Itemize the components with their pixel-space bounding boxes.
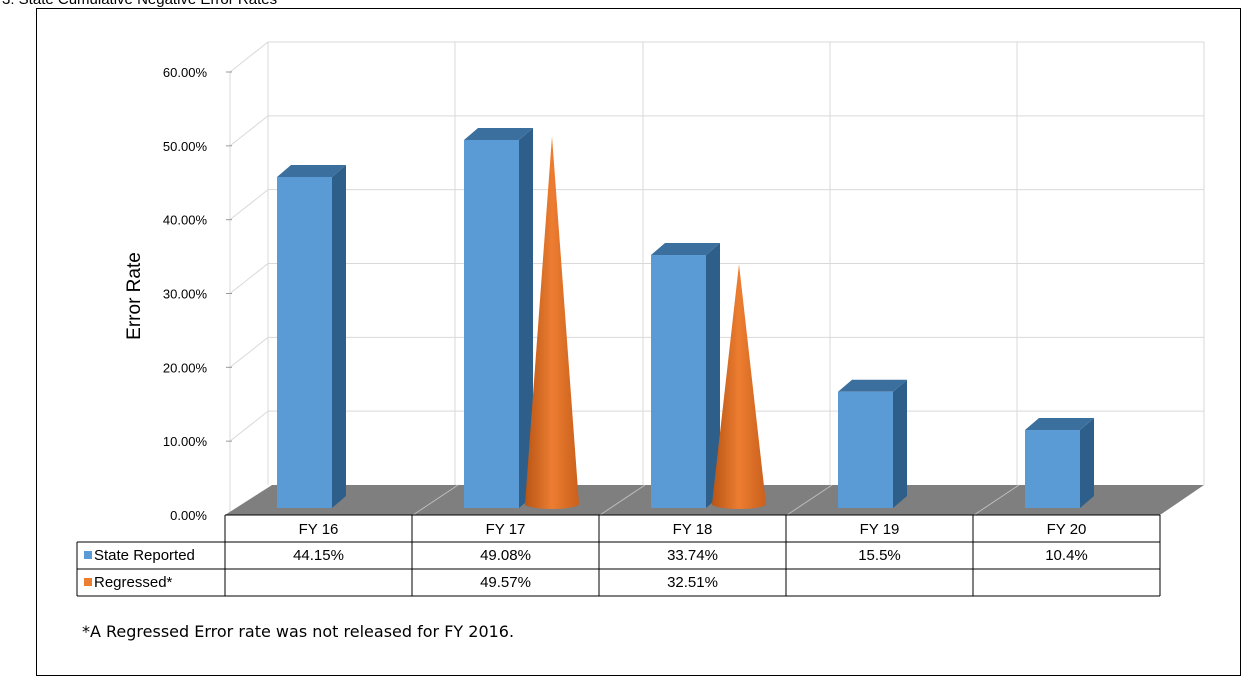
- bar-state-reported: [464, 140, 519, 508]
- legend-key-regressed: [84, 578, 92, 586]
- bar-side: [893, 379, 907, 508]
- bar-side: [519, 128, 533, 508]
- y-tick-label: 0.00%: [170, 508, 207, 523]
- x-tick-label: FY 20: [1047, 521, 1087, 538]
- bar-side: [332, 164, 346, 508]
- bar-side: [706, 243, 720, 508]
- bar-state-reported: [838, 391, 893, 508]
- cone-regressed: [525, 136, 579, 510]
- gridline-side: [229, 263, 269, 294]
- data-label-state-reported: 15.5%: [858, 547, 901, 564]
- data-label-regressed: 32.51%: [667, 574, 718, 591]
- gridline-side: [229, 410, 269, 442]
- y-tick-label: 20.00%: [163, 360, 208, 375]
- legend-label-regressed: Regressed*: [94, 574, 173, 591]
- x-tick-label: FY 19: [860, 521, 900, 538]
- y-tick-label: 50.00%: [163, 139, 208, 154]
- gridline-side: [229, 41, 269, 73]
- gridline-side: [229, 115, 269, 147]
- x-tick-label: FY 18: [673, 521, 713, 538]
- data-label-state-reported: 44.15%: [293, 547, 344, 564]
- bar-state-reported: [1025, 430, 1080, 508]
- data-label-state-reported: 10.4%: [1045, 547, 1088, 564]
- x-tick-label: FY 16: [299, 521, 339, 538]
- bar-top: [277, 164, 346, 177]
- y-axis-title: Error Rate: [124, 252, 145, 340]
- gridline-side: [229, 336, 269, 368]
- bar-state-reported: [651, 255, 706, 508]
- y-tick-label: 40.00%: [163, 213, 208, 228]
- data-label-regressed: 49.57%: [480, 574, 531, 591]
- floor-divider: [412, 484, 459, 516]
- y-tick-label: 10.00%: [163, 434, 208, 449]
- x-tick-label: FY 17: [486, 521, 526, 538]
- legend-label-state-reported: State Reported: [94, 547, 195, 564]
- chart-frame: [36, 8, 1241, 676]
- floor-divider: [973, 484, 1020, 516]
- bar-top: [838, 379, 907, 392]
- bar-top: [1025, 418, 1094, 431]
- y-tick-label: 60.00%: [163, 65, 208, 80]
- footnote: *A Regressed Error rate was not released…: [82, 622, 515, 641]
- bar-top: [464, 128, 533, 140]
- bar-top: [651, 243, 720, 256]
- floor-divider: [786, 484, 833, 516]
- bar-state-reported: [277, 176, 332, 508]
- gridline-side: [229, 189, 269, 221]
- floor-divider: [599, 484, 646, 516]
- data-label-state-reported: 49.08%: [480, 547, 531, 564]
- chart-title: 3: State Cumulative Negative Error Rates: [2, 0, 277, 9]
- data-label-state-reported: 33.74%: [667, 547, 718, 564]
- legend-key-state-reported: [84, 551, 92, 559]
- cone-regressed: [712, 264, 766, 509]
- bar-side: [1080, 418, 1094, 508]
- y-tick-label: 30.00%: [163, 287, 208, 302]
